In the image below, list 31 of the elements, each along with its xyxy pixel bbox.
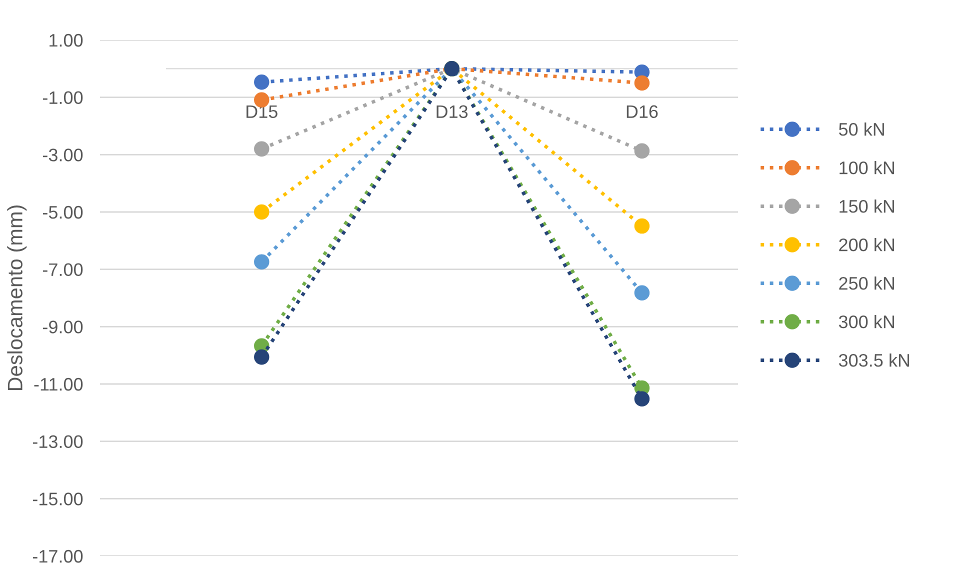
x-tick-label: D16	[626, 105, 658, 118]
y-tick-label: -13.00	[32, 435, 83, 448]
legend-label: 250 kN	[839, 276, 894, 290]
point	[634, 143, 650, 159]
legend-label: 303.5 kN	[838, 353, 910, 367]
legend-label: 200 kN	[839, 238, 894, 252]
x-tick-label: D15	[246, 105, 278, 118]
y-tick-label: -5.00	[42, 206, 83, 219]
point	[634, 75, 650, 91]
point	[634, 285, 650, 300]
point	[254, 204, 270, 220]
y-tick-label: -9.00	[42, 320, 83, 334]
legend-label: 300 kN	[838, 314, 894, 328]
x-tick-label: D13	[436, 105, 468, 118]
y-tick-label: -1.00	[42, 91, 83, 104]
point	[254, 349, 270, 365]
y-tick-label: -11.00	[34, 378, 83, 391]
point	[634, 218, 650, 234]
y-axis-title: Deslocamento (mm)	[7, 206, 27, 390]
y-tick-label: -7.00	[42, 263, 83, 276]
y-tick-label: 1.00	[50, 34, 83, 47]
legend-label: 50 kN	[838, 122, 884, 136]
point	[254, 74, 270, 90]
legend-label: 150 kN	[840, 199, 894, 213]
point	[254, 141, 270, 157]
y-tick-label: -3.00	[42, 148, 83, 162]
point	[254, 254, 270, 270]
y-tick-label: -17.00	[32, 550, 83, 563]
point	[634, 391, 650, 407]
legend-label: 100 kN	[840, 160, 894, 174]
y-tick-label: -15.00	[32, 492, 83, 506]
